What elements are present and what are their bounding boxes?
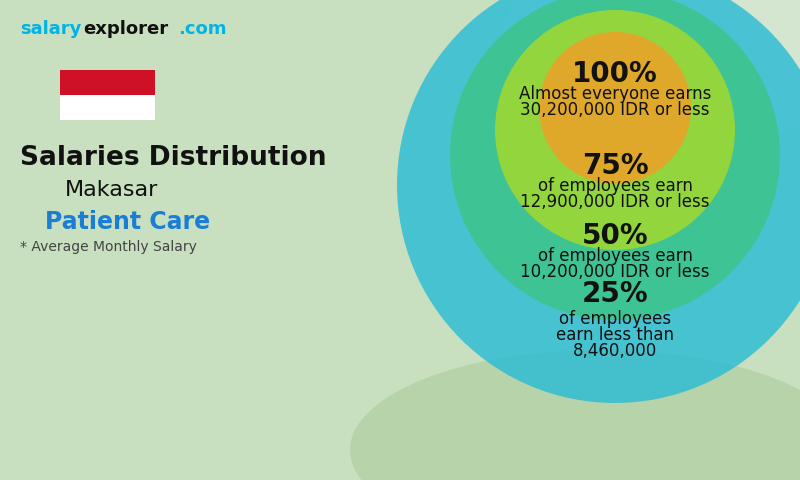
Text: 10,200,000 IDR or less: 10,200,000 IDR or less: [520, 263, 710, 281]
Text: earn less than: earn less than: [556, 326, 674, 344]
Circle shape: [450, 0, 780, 320]
Circle shape: [397, 0, 800, 403]
Text: of employees earn: of employees earn: [538, 247, 693, 265]
Text: explorer: explorer: [83, 20, 168, 38]
Text: Patient Care: Patient Care: [45, 210, 210, 234]
Text: of employees: of employees: [559, 310, 671, 328]
Circle shape: [539, 32, 691, 184]
Text: 12,900,000 IDR or less: 12,900,000 IDR or less: [520, 193, 710, 211]
Text: * Average Monthly Salary: * Average Monthly Salary: [20, 240, 197, 254]
Text: Makasar: Makasar: [65, 180, 158, 200]
Ellipse shape: [500, 0, 800, 140]
Bar: [60, 95, 155, 120]
Text: 30,200,000 IDR or less: 30,200,000 IDR or less: [520, 101, 710, 119]
Bar: [60, 70, 155, 95]
Text: Salaries Distribution: Salaries Distribution: [20, 145, 326, 171]
Text: 8,460,000: 8,460,000: [573, 342, 657, 360]
Circle shape: [495, 10, 735, 250]
Text: 25%: 25%: [582, 280, 648, 308]
Text: 75%: 75%: [582, 152, 648, 180]
Ellipse shape: [350, 350, 800, 480]
Text: salary: salary: [20, 20, 82, 38]
Text: Almost everyone earns: Almost everyone earns: [519, 85, 711, 103]
Text: 50%: 50%: [582, 222, 648, 250]
Text: of employees earn: of employees earn: [538, 177, 693, 195]
Text: .com: .com: [178, 20, 226, 38]
Text: 100%: 100%: [572, 60, 658, 88]
